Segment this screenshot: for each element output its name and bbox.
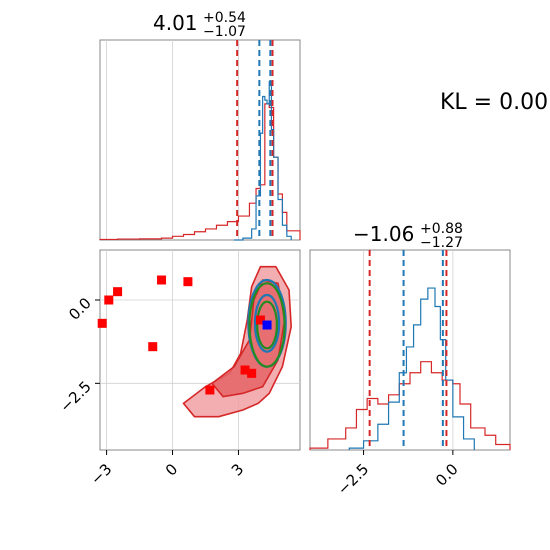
sample-marker-red xyxy=(255,315,265,325)
posterior-ellipse xyxy=(253,293,281,353)
posterior-ellipse xyxy=(256,300,279,350)
sample-marker-red xyxy=(240,365,250,375)
x2-tick-label: 0.0 xyxy=(432,460,462,490)
sample-marker-red xyxy=(205,385,215,395)
y-tick-label: 0.0 xyxy=(65,294,95,324)
param2-title-sup: +0.88 xyxy=(420,221,463,237)
sample-marker-red xyxy=(113,287,123,297)
param2-axes-frame xyxy=(309,249,511,451)
posterior-ellipse xyxy=(248,282,286,368)
x1-tick-label: 0 xyxy=(162,460,181,479)
sample-marker-red xyxy=(104,295,114,305)
truth-marker-blue xyxy=(262,320,272,330)
param1-histogram-panel xyxy=(99,39,301,241)
x1-tick-label: −3 xyxy=(87,460,115,488)
param1-axes-frame xyxy=(99,39,301,241)
sample-marker-red xyxy=(247,368,257,378)
param1-title-sup: +0.54 xyxy=(203,10,246,26)
param2-hist-blue xyxy=(348,287,475,450)
kl-label: KL = 0.00 xyxy=(440,90,548,115)
param2-hist-red xyxy=(309,361,511,450)
param1-hist-blue xyxy=(234,81,292,241)
x2-tick-label: −2.5 xyxy=(334,460,372,498)
y-tick-label: −2.5 xyxy=(56,377,94,415)
sample-marker-red xyxy=(183,277,193,287)
sample-marker-red xyxy=(157,275,167,285)
param2-title: −1.06 xyxy=(353,222,414,246)
sample-marker-red xyxy=(148,342,158,352)
param2-title-sub: −1.27 xyxy=(420,235,463,251)
x1-tick-label: 3 xyxy=(228,460,247,479)
param2-histogram-panel xyxy=(309,249,511,451)
param1-title: 4.01 xyxy=(153,11,198,35)
param1-title-sub: −1.07 xyxy=(203,24,246,40)
sample-marker-red xyxy=(97,318,107,328)
joint-density-panel xyxy=(97,249,301,451)
